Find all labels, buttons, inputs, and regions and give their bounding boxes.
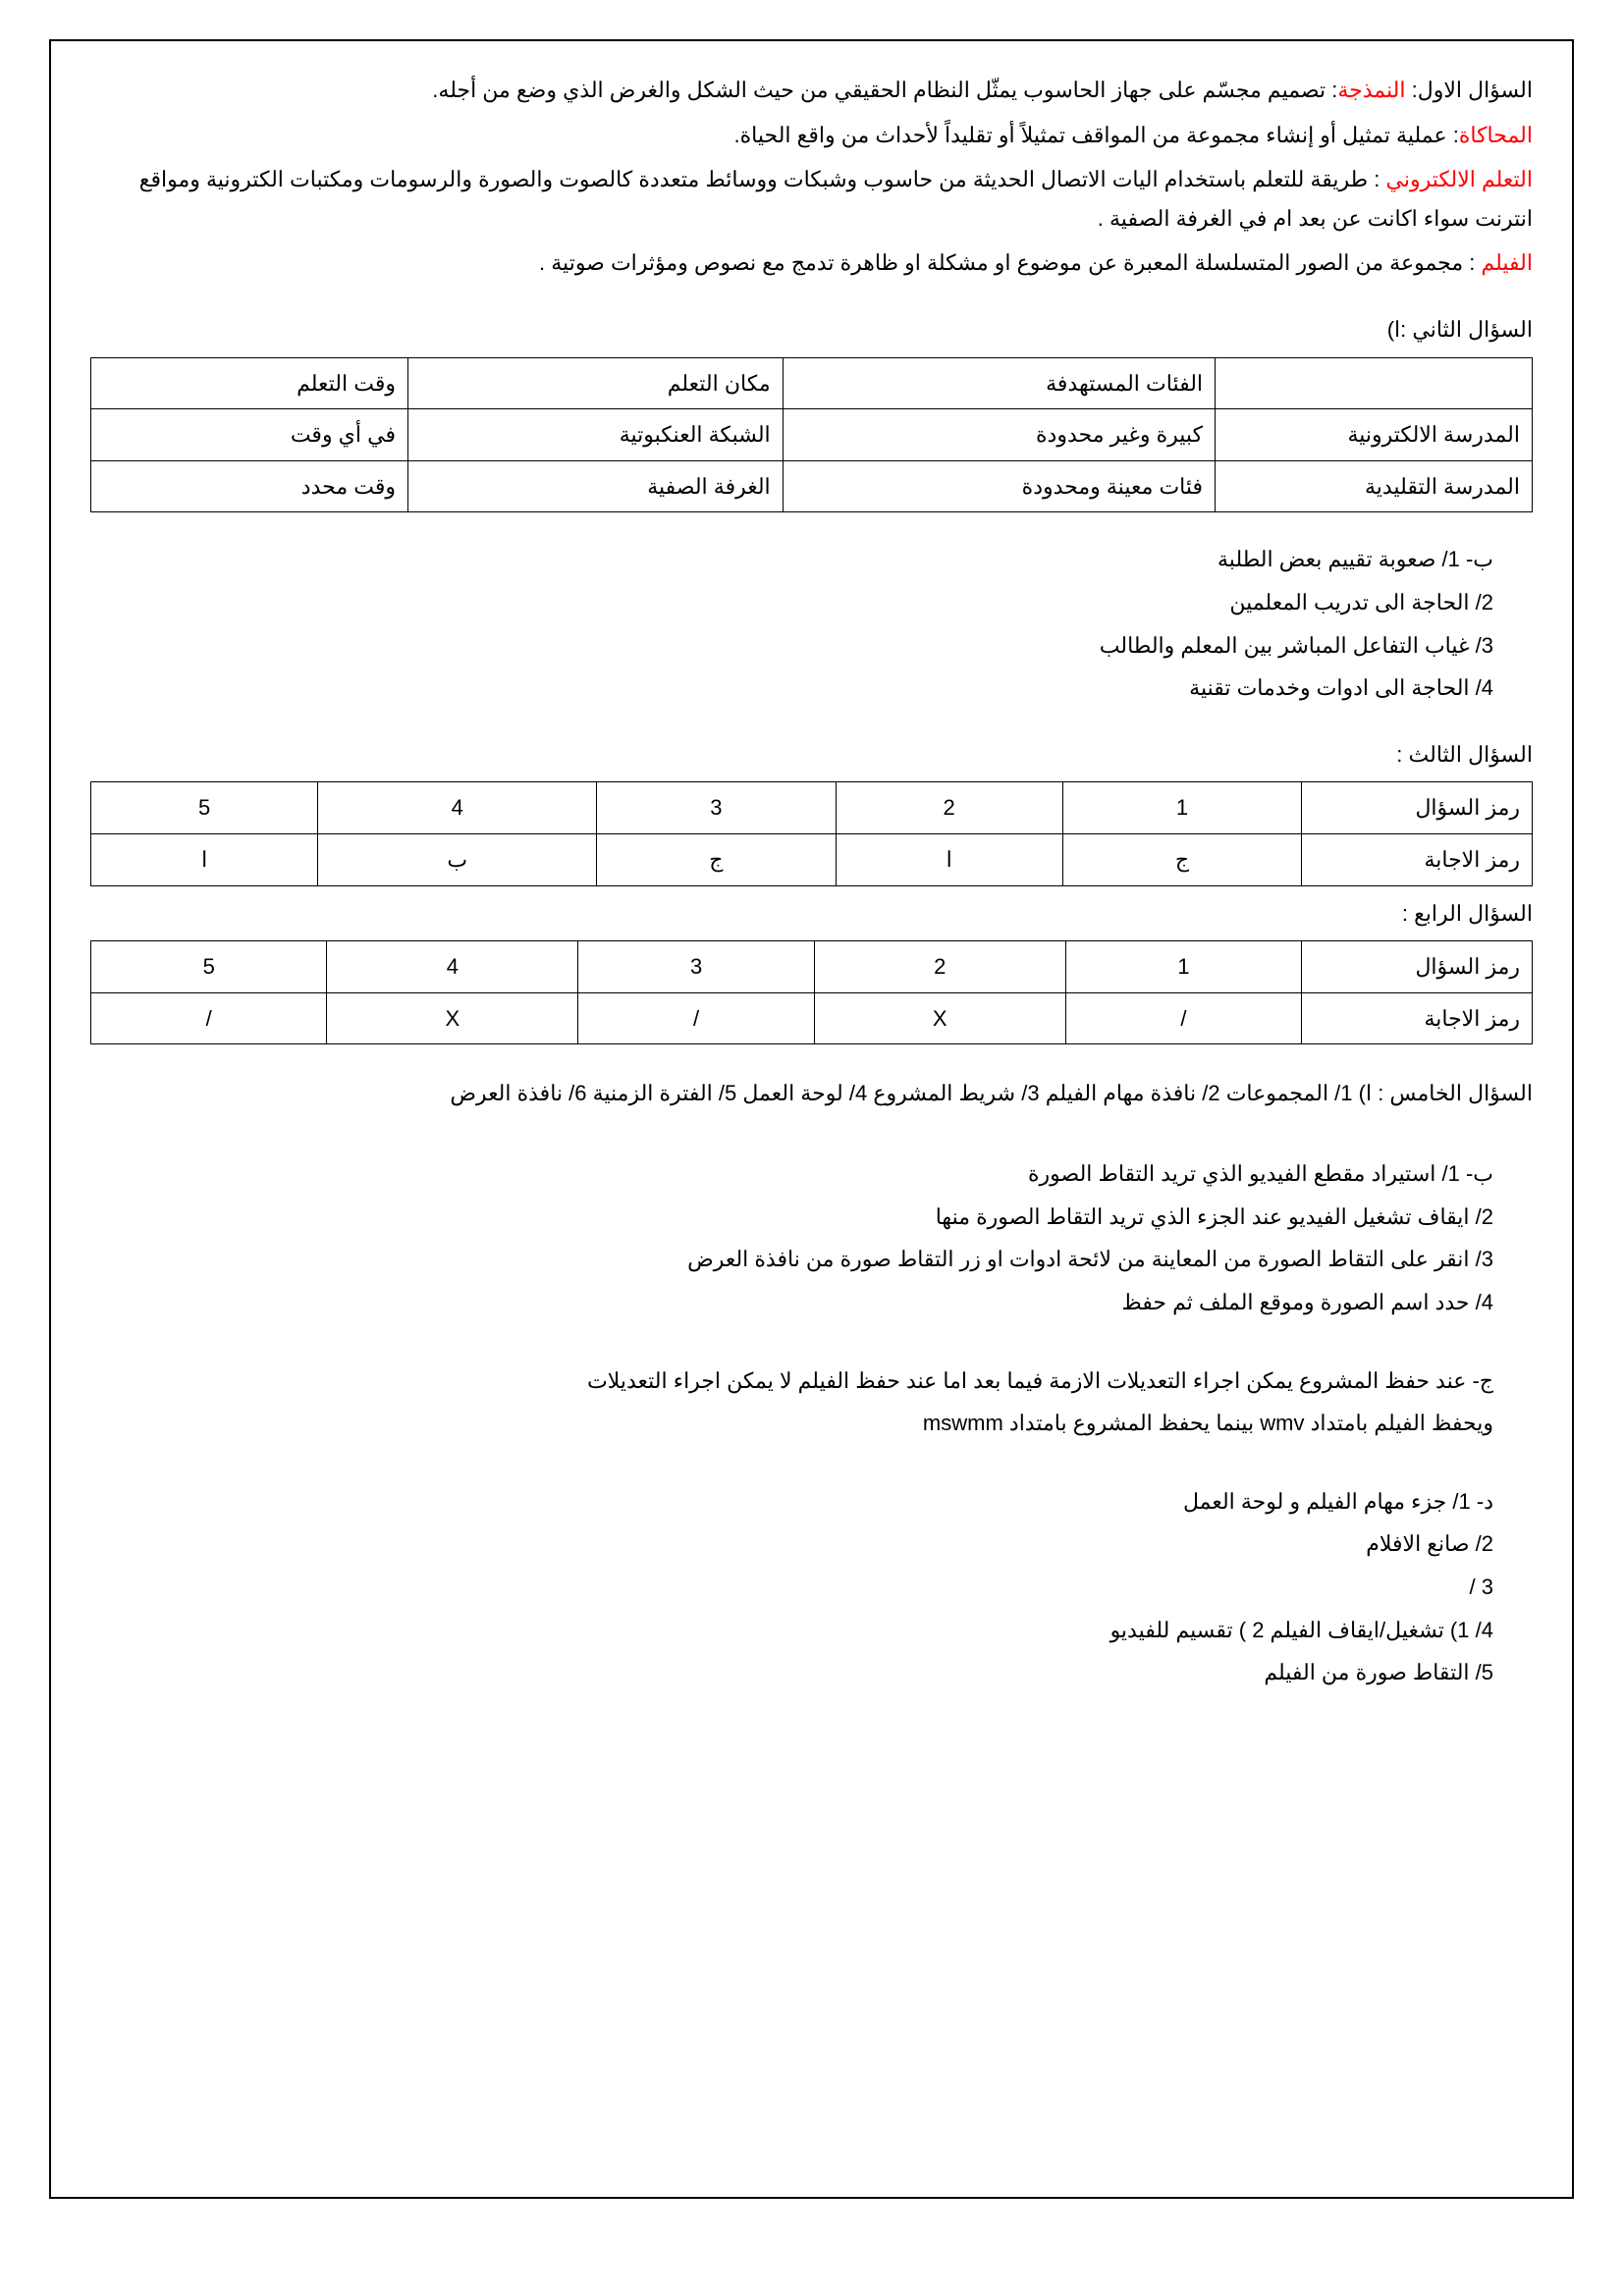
q5c-p2: ويحفظ الفيلم بامتداد wmv بينما يحفظ المش… bbox=[90, 1404, 1493, 1443]
q1-lead: السؤال الاول: bbox=[1405, 78, 1533, 102]
list-item: 2/ الحاجة الى تدريب المعلمين bbox=[90, 583, 1493, 622]
q2a-table: الفئات المستهدفة مكان التعلم وقت التعلم … bbox=[90, 357, 1533, 513]
q2a-title: السؤال الثاني :ا) bbox=[90, 310, 1533, 349]
cell: 3 bbox=[578, 941, 814, 993]
q2b-1: 1/ صعوبة تقييم بعض الطلبة bbox=[1217, 547, 1460, 571]
list-item: 2/ ايقاف تشغيل الفيديو عند الجزء الذي تر… bbox=[90, 1198, 1493, 1237]
q1-t3-text: : طريقة للتعلم باستخدام اليات الاتصال ال… bbox=[139, 167, 1533, 231]
cell: / bbox=[1065, 992, 1301, 1044]
cell: X bbox=[327, 992, 578, 1044]
cell: 4 bbox=[327, 941, 578, 993]
cell: الشبكة العنكبوتية bbox=[407, 409, 783, 461]
q5c-p2-pre: ويحفظ الفيلم بامتداد bbox=[1304, 1411, 1493, 1435]
cell: 4 bbox=[318, 782, 597, 834]
cell: فئات معينة ومحدودة bbox=[783, 460, 1215, 512]
cell: 1 bbox=[1065, 941, 1301, 993]
q3-table: رمز السؤال 1 2 3 4 5 رمز الاجابة ج ا ج ب… bbox=[90, 781, 1533, 885]
cell: وقت محدد bbox=[91, 460, 408, 512]
table-row: رمز السؤال 1 2 3 4 5 bbox=[91, 941, 1533, 993]
list-item: 3 / bbox=[90, 1568, 1493, 1607]
cell: 2 bbox=[836, 782, 1062, 834]
list-item: 3/ انقر على التقاط الصورة من المعاينة من… bbox=[90, 1240, 1493, 1279]
q5b-lead: ب- bbox=[1460, 1161, 1493, 1186]
cell: 5 bbox=[91, 941, 327, 993]
q2b-list: ب- 1/ صعوبة تقييم بعض الطلبة 2/ الحاجة ا… bbox=[90, 540, 1533, 707]
cell: ا bbox=[836, 833, 1062, 885]
q1-t2-text: : عملية تمثيل أو إنشاء مجموعة من المواقف… bbox=[734, 123, 1459, 147]
q1-line2: المحاكاة: عملية تمثيل أو إنشاء مجموعة من… bbox=[90, 116, 1533, 155]
ext-wmv: wmv bbox=[1260, 1404, 1304, 1443]
cell: ج bbox=[1062, 833, 1301, 885]
table-row: رمز الاجابة / X / X / bbox=[91, 992, 1533, 1044]
term-simulation: المحاكاة bbox=[1459, 123, 1533, 147]
q5c-p1: ج- عند حفظ المشروع يمكن اجراء التعديلات … bbox=[90, 1362, 1493, 1401]
cell: كبيرة وغير محدودة bbox=[783, 409, 1215, 461]
term-elearning: التعلم الالكتروني bbox=[1386, 167, 1533, 191]
col-target: الفئات المستهدفة bbox=[783, 357, 1215, 409]
row-eschool: المدرسة الالكترونية bbox=[1216, 409, 1533, 461]
table-row: رمز السؤال 1 2 3 4 5 bbox=[91, 782, 1533, 834]
q5d-lead: د- bbox=[1471, 1489, 1493, 1514]
cell-blank bbox=[1216, 357, 1533, 409]
q1-line1: السؤال الاول: النمذجة: تصميم مجسّم على ج… bbox=[90, 71, 1533, 110]
cell: 3 bbox=[597, 782, 836, 834]
list-item: ب- 1/ استيراد مقطع الفيديو الذي تريد الت… bbox=[90, 1154, 1493, 1194]
cell: ا bbox=[91, 833, 318, 885]
list-item: 4/ الحاجة الى ادوات وخدمات تقنية bbox=[90, 668, 1493, 708]
ext-mswmm: mswmm bbox=[923, 1404, 1003, 1443]
cell: 5 bbox=[91, 782, 318, 834]
cell: / bbox=[91, 992, 327, 1044]
cell: الغرفة الصفية bbox=[407, 460, 783, 512]
term-modeling: النمذجة bbox=[1337, 78, 1405, 102]
q4-table: رمز السؤال 1 2 3 4 5 رمز الاجابة / X / X… bbox=[90, 940, 1533, 1044]
list-item: د- 1/ جزء مهام الفيلم و لوحة العمل bbox=[90, 1482, 1493, 1522]
q2b-lead: ب- bbox=[1460, 547, 1493, 571]
page-frame: السؤال الاول: النمذجة: تصميم مجسّم على ج… bbox=[49, 39, 1574, 2199]
q5c-p2-mid: بينما يحفظ المشروع بامتداد bbox=[1003, 1411, 1260, 1435]
cell: / bbox=[578, 992, 814, 1044]
q4-ans-label: رمز الاجابة bbox=[1302, 992, 1533, 1044]
cell: 2 bbox=[814, 941, 1065, 993]
q1-line3: التعلم الالكتروني : طريقة للتعلم باستخدا… bbox=[90, 160, 1533, 238]
list-item: 3/ غياب التفاعل المباشر بين المعلم والطا… bbox=[90, 626, 1493, 666]
q5d-1: 1/ جزء مهام الفيلم و لوحة العمل bbox=[1183, 1489, 1471, 1514]
table-row: المدرسة الالكترونية كبيرة وغير محدودة ال… bbox=[91, 409, 1533, 461]
q5d-list: د- 1/ جزء مهام الفيلم و لوحة العمل 2/ صا… bbox=[90, 1482, 1533, 1692]
list-item: 4/ حدد اسم الصورة وموقع الملف ثم حفظ bbox=[90, 1283, 1493, 1322]
q4-title: السؤال الرابع : bbox=[90, 894, 1533, 934]
q5b-1: 1/ استيراد مقطع الفيديو الذي تريد التقاط… bbox=[1028, 1161, 1460, 1186]
q3-ans-label: رمز الاجابة bbox=[1302, 833, 1533, 885]
table-row: الفئات المستهدفة مكان التعلم وقت التعلم bbox=[91, 357, 1533, 409]
q4-head: رمز السؤال bbox=[1302, 941, 1533, 993]
col-place: مكان التعلم bbox=[407, 357, 783, 409]
cell: X bbox=[814, 992, 1065, 1044]
cell: ج bbox=[597, 833, 836, 885]
list-item: ب- 1/ صعوبة تقييم بعض الطلبة bbox=[90, 540, 1493, 579]
q1-t1-text: : تصميم مجسّم على جهاز الحاسوب يمثّل الن… bbox=[432, 78, 1337, 102]
cell: ب bbox=[318, 833, 597, 885]
list-item: 2/ صانع الافلام bbox=[90, 1524, 1493, 1564]
q3-title: السؤال الثالث : bbox=[90, 735, 1533, 774]
cell: 1 bbox=[1062, 782, 1301, 834]
q5a-text: السؤال الخامس : ا) 1/ المجموعات 2/ نافذة… bbox=[90, 1072, 1533, 1115]
list-item: 5/ التقاط صورة من الفيلم bbox=[90, 1653, 1493, 1692]
list-item: 4/ 1) تشغيل/ايقاف الفيلم 2 ) تقسيم للفيد… bbox=[90, 1611, 1493, 1650]
q5c-block: ج- عند حفظ المشروع يمكن اجراء التعديلات … bbox=[90, 1362, 1533, 1443]
row-traditional: المدرسة التقليدية bbox=[1216, 460, 1533, 512]
q1-line4: الفيلم : مجموعة من الصور المتسلسلة المعب… bbox=[90, 243, 1533, 283]
col-time: وقت التعلم bbox=[91, 357, 408, 409]
cell: في أي وقت bbox=[91, 409, 408, 461]
q5b-list: ب- 1/ استيراد مقطع الفيديو الذي تريد الت… bbox=[90, 1154, 1533, 1321]
term-film: الفيلم bbox=[1481, 250, 1533, 275]
table-row: المدرسة التقليدية فئات معينة ومحدودة الغ… bbox=[91, 460, 1533, 512]
q3-head: رمز السؤال bbox=[1302, 782, 1533, 834]
q1-t4-text: : مجموعة من الصور المتسلسلة المعبرة عن م… bbox=[539, 250, 1481, 275]
table-row: رمز الاجابة ج ا ج ب ا bbox=[91, 833, 1533, 885]
